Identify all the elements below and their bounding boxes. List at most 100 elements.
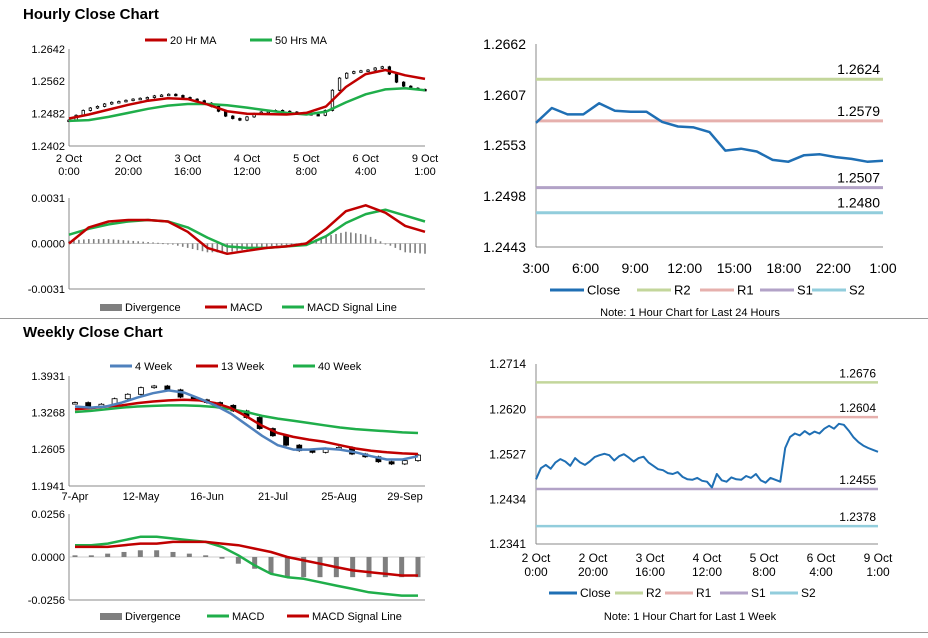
hourly-price-candle-body	[167, 93, 171, 97]
hourly-close-y-tick: 1.2443	[483, 239, 526, 255]
hourly-price-x-tick: 4 Oct	[234, 153, 260, 165]
hourly-macd-divergence-bar	[404, 243, 407, 253]
hourly-macd-divergence-bar	[379, 241, 382, 244]
hourly-price-candle-body	[238, 118, 242, 121]
weekly-close-x-tick: 8:00	[752, 565, 776, 579]
weekly-macd-macd-legend-label: MACD	[232, 611, 264, 623]
hourly-macd-divergence-bar	[394, 243, 397, 248]
weekly-close-x-tick: 16:00	[635, 565, 665, 579]
hourly-price-candle-body	[131, 98, 135, 102]
hourly-price-candle-body	[181, 95, 185, 98]
hourly-price-candle-body	[345, 72, 349, 79]
hourly-price-candle-body	[373, 67, 377, 71]
hourly-macd-line	[68, 204, 426, 256]
hourly-price-x-tick: 20:00	[115, 166, 143, 178]
weekly-close-y-tick: 1.2620	[489, 403, 526, 417]
weekly-macd-divergence-legend-swatch	[100, 613, 122, 620]
weekly-close-x-tick: 12:00	[692, 565, 722, 579]
hourly-macd-divergence-bar	[261, 243, 263, 248]
hourly-price-x-tick: 1:00	[414, 166, 435, 178]
weekly-price-candle-body	[283, 435, 289, 446]
hourly-price-candle-body	[316, 114, 320, 117]
weekly-price-candle-body	[72, 402, 78, 405]
weekly-price-x-tick: 7-Apr	[62, 491, 89, 503]
hourly-price-x-tick: 2 Oct	[56, 153, 82, 165]
hourly-macd-divergence-bar	[167, 243, 169, 245]
weekly-close-x-tick: 20:00	[578, 565, 608, 579]
hourly-macd-signal-legend-label: MACD Signal Line	[307, 302, 397, 314]
weekly-price-y-tick: 1.1941	[31, 481, 65, 493]
hourly-macd-divergence-bar	[201, 243, 204, 252]
weekly-price-x-tick: 21-Jul	[258, 491, 288, 503]
hourly-close-close-legend-label: Close	[587, 283, 620, 298]
weekly-macd-divergence-bar	[268, 557, 274, 574]
weekly-price-candle-body	[85, 402, 92, 407]
hourly-close-r1-legend-label: R1	[737, 283, 754, 298]
hourly-macd-divergence-legend-label: Divergence	[125, 302, 181, 314]
hourly-macd-divergence-bar	[369, 236, 372, 244]
weekly-close-x-tick: 2 Oct	[522, 551, 551, 565]
hourly-macd-divergence-bar	[340, 232, 342, 244]
hourly-macd-divergence-bar	[424, 243, 426, 254]
weekly-close-y-tick: 1.2341	[489, 537, 526, 551]
weekly-close-r2-label: 1.2676	[839, 366, 876, 380]
hourly-macd-divergence-bar	[251, 243, 253, 249]
weekly-close-y-tick: 1.2527	[489, 447, 526, 461]
weekly-macd-signal-legend-label: MACD Signal Line	[312, 611, 402, 623]
hourly-price-y-tick: 1.2642	[31, 44, 65, 56]
weekly-close-s1-label: 1.2455	[839, 473, 876, 487]
weekly-price-y-tick: 1.2605	[31, 444, 65, 456]
weekly-close-x-tick: 4:00	[809, 565, 833, 579]
weekly-price-candle-body	[151, 385, 158, 389]
weekly-price-x-tick: 16-Jun	[190, 491, 224, 503]
hourly-macd-divergence-bar	[97, 239, 100, 244]
weekly-close-x-tick: 3 Oct	[636, 551, 665, 565]
weekly-macd-divergence-bar	[284, 557, 290, 578]
hourly-price-20hr-legend-label: 20 Hr MA	[170, 35, 217, 47]
hourly-price-candle-body	[245, 116, 249, 121]
hourly-macd-divergence-bar	[132, 240, 135, 244]
hourly-price-candle-body	[88, 107, 93, 111]
weekly-close-x-tick: 1:00	[866, 565, 890, 579]
hourly-price-y-tick: 1.2482	[31, 109, 65, 121]
weekly-close-x-tick: 2 Oct	[579, 551, 608, 565]
weekly-close-x-tick: 6 Oct	[807, 551, 836, 565]
weekly-13wk-line	[74, 398, 419, 456]
weekly-macd-divergence-bar	[137, 550, 143, 557]
weekly-close-r1-legend-label: R1	[696, 586, 712, 600]
hourly-macd-divergence-bar	[211, 243, 214, 253]
hourly-macd-y-tick: 0.0000	[31, 238, 65, 250]
section-divider-top	[0, 318, 928, 319]
hourly-price-x-tick: 3 Oct	[175, 153, 201, 165]
weekly-close-x-tick: 9 Oct	[864, 551, 893, 565]
hourly-50hr-ma-line	[68, 86, 426, 123]
weekly-macd-divergence-bar	[170, 551, 176, 557]
hourly-price-x-tick: 16:00	[174, 166, 202, 178]
hourly-macd-divergence-bar	[142, 241, 144, 244]
hourly-close-r1-label: 1.2579	[837, 103, 880, 119]
hourly-macd-divergence-bar	[270, 243, 273, 247]
hourly-macd-divergence-bar	[335, 233, 337, 244]
hourly-price-candle-body	[152, 95, 157, 98]
weekly-macd-divergence-bar	[415, 557, 421, 578]
hourly-close-x-tick: 22:00	[816, 260, 851, 276]
hourly-macd-divergence-bar	[87, 239, 90, 244]
weekly-price-candle-body	[388, 461, 395, 465]
hourly-macd-divergence-bar	[350, 232, 352, 244]
hourly-price-x-tick: 9 Oct	[412, 153, 438, 165]
hourly-macd-divergence-bar	[374, 239, 377, 244]
hourly-price-x-tick: 0:00	[58, 166, 79, 178]
hourly-macd-divergence-bar	[414, 243, 416, 254]
weekly-macd-y-tick: 0.0000	[31, 552, 65, 564]
weekly-macd-divergence-bar	[154, 550, 160, 557]
hourly-macd-divergence-bar	[152, 242, 154, 244]
hourly-price-candle-body	[102, 103, 107, 107]
hourly-price-candle-body	[110, 101, 114, 105]
weekly-price-y-tick: 1.3268	[31, 407, 65, 419]
hourly-price-x-tick: 12:00	[233, 166, 261, 178]
hourly-price-candle-body	[145, 97, 149, 100]
hourly-macd-divergence-bar	[419, 243, 421, 254]
hourly-price-x-tick: 2 Oct	[115, 153, 141, 165]
hourly-macd-divergence-bar	[122, 240, 125, 244]
weekly-macd-divergence-bar	[350, 557, 356, 578]
